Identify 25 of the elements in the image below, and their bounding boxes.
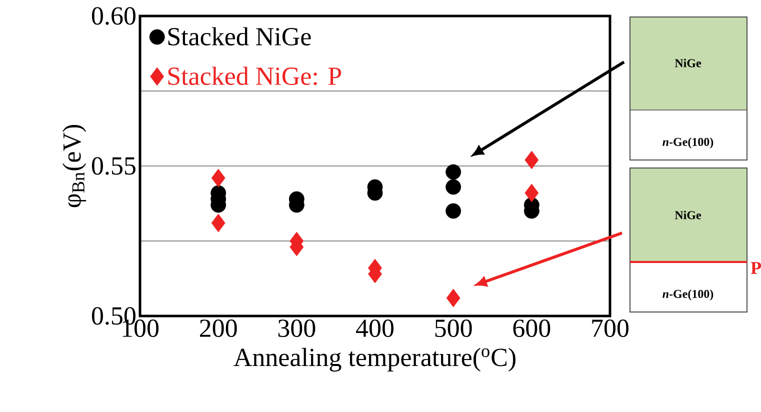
point bbox=[524, 150, 539, 170]
point bbox=[446, 179, 462, 195]
y-tick-label: 0.60 bbox=[92, 7, 136, 25]
point bbox=[211, 214, 226, 232]
x-axis-title: Annealing temperature($^{o}$C) bbox=[234, 348, 516, 372]
y-axis-title: φ$_{Bn}$(eV) bbox=[62, 124, 86, 208]
text: n-Ge(100) bbox=[662, 290, 714, 300]
point bbox=[446, 288, 460, 308]
x-tick-label: 500 bbox=[435, 320, 472, 338]
point bbox=[211, 168, 226, 188]
x-tick-label: 700 bbox=[592, 320, 629, 338]
x-tick-label: 200 bbox=[200, 320, 237, 338]
x-tick-label: 600 bbox=[513, 320, 550, 338]
text: NiGe bbox=[674, 210, 702, 220]
text: n-Ge(100) bbox=[662, 138, 714, 148]
legend-label: Stacked NiGe bbox=[168, 27, 311, 46]
point bbox=[446, 164, 462, 180]
point bbox=[524, 184, 539, 202]
text: NiGe bbox=[674, 58, 702, 68]
x-tick-label: 300 bbox=[278, 320, 316, 338]
y-tick-label: 0.55 bbox=[92, 157, 136, 175]
text: P bbox=[750, 262, 761, 274]
legend-label: Stacked NiGe: P bbox=[168, 66, 342, 86]
x-tick-label: 400 bbox=[356, 320, 394, 338]
point bbox=[446, 203, 462, 219]
